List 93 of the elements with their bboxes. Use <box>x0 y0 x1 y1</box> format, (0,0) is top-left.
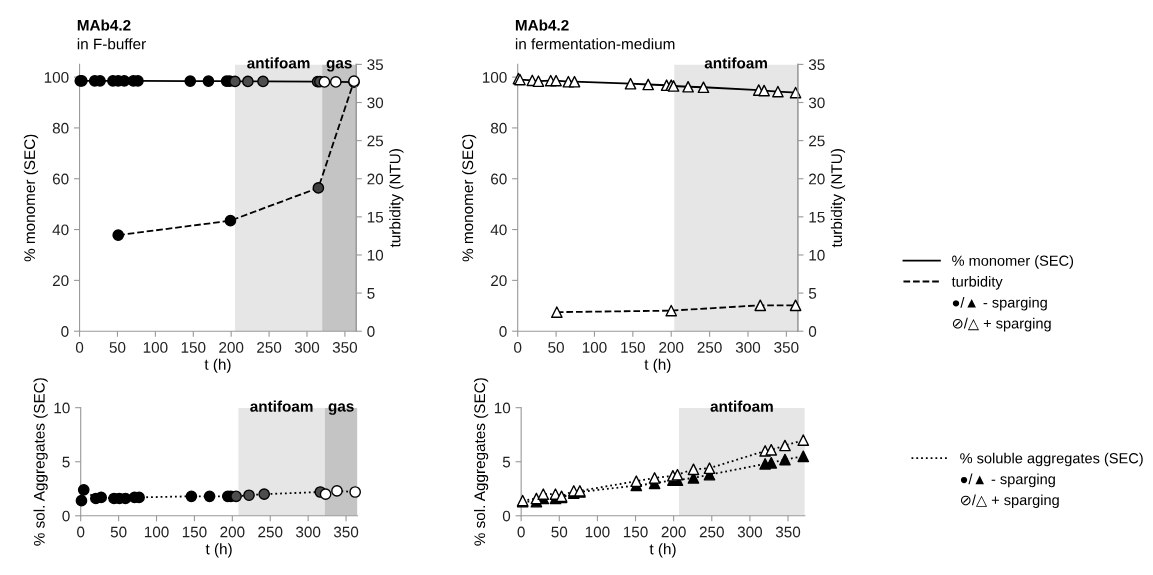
x-tick-label: 250 <box>699 526 724 538</box>
y-axis-title: % sol. Aggregates (SEC) <box>473 378 489 546</box>
y-tick-label: 10 <box>494 402 511 414</box>
x-tick-label: 200 <box>219 342 244 353</box>
x-tick-label: 0 <box>77 526 85 538</box>
band-label: antifoam <box>247 57 310 69</box>
y-axis-title: % sol. Aggregates (SEC) <box>33 378 48 546</box>
y2-tick-label: 20 <box>367 173 384 185</box>
y-tick-label: 80 <box>490 122 507 134</box>
x-axis-title: t (h) <box>204 358 231 373</box>
x-tick-label: 250 <box>257 342 282 353</box>
y2-tick-label: 25 <box>809 135 825 147</box>
y-tick-label: 0 <box>62 510 70 522</box>
y-tick-label: 20 <box>52 275 69 287</box>
y2-tick-label: 0 <box>808 326 817 337</box>
y2-tick-label: 20 <box>809 173 825 185</box>
x-tick-label: 100 <box>143 342 168 353</box>
band-label: gas <box>326 60 352 72</box>
x-tick-label: 100 <box>582 342 607 353</box>
text: ⊘/△ + sparging <box>960 494 1059 509</box>
x-tick-label: 150 <box>621 342 645 353</box>
x-tick-label: 300 <box>737 526 763 538</box>
x-tick-label: 350 <box>333 526 359 538</box>
x-tick-label: 50 <box>109 342 126 353</box>
x-tick-label: 150 <box>181 342 206 353</box>
x-tick-label: 100 <box>585 526 610 538</box>
x-tick-label: 150 <box>623 526 648 538</box>
x-tick-label: 50 <box>548 342 564 353</box>
y2-tick-label: 10 <box>809 249 825 261</box>
legend-label: % soluble aggregates (SEC) <box>960 452 1143 467</box>
x-tick-label: 200 <box>220 526 245 538</box>
band-label: gas <box>328 403 354 415</box>
y-tick-label: 0 <box>499 326 507 337</box>
y-tick-label: 5 <box>502 456 511 468</box>
y-tick-label: 40 <box>52 224 69 236</box>
y2-tick-label: 25 <box>367 135 384 147</box>
x-tick-label: 0 <box>517 526 525 538</box>
y2-tick-label: 10 <box>367 249 384 261</box>
x-tick-label: 300 <box>294 342 320 353</box>
band-label: antifoam <box>250 400 313 412</box>
x-tick-label: 0 <box>75 342 84 353</box>
x-tick-label: 0 <box>514 342 522 353</box>
y-tick-label: 100 <box>482 71 507 83</box>
y2-tick-label: 0 <box>367 326 375 337</box>
y2-axis-title: turbidity (NTU) <box>830 149 846 248</box>
y-tick-label: 0 <box>61 326 69 337</box>
text: ●/▲ - sparging <box>952 296 1047 311</box>
y-tick-label: 20 <box>491 275 507 287</box>
x-tick-label: 100 <box>144 526 169 538</box>
x-tick-label: 50 <box>110 526 127 538</box>
text: ⊘/△ + sparging <box>952 317 1051 332</box>
x-tick-label: 350 <box>775 526 801 538</box>
y-tick-label: 60 <box>52 173 69 185</box>
x-tick-label: 300 <box>295 526 321 538</box>
y2-tick-label: 15 <box>809 211 825 223</box>
y-tick-label: 80 <box>52 122 69 134</box>
y2-tick-label: 35 <box>367 59 384 71</box>
y-tick-label: 40 <box>490 224 507 236</box>
x-axis-title: t (h) <box>644 358 671 373</box>
x-tick-label: 250 <box>697 342 722 353</box>
chart-title: MAb4.2 <box>77 19 131 31</box>
y-axis-title: % monomer (SEC) <box>462 134 477 262</box>
y2-tick-label: 30 <box>808 97 825 109</box>
y2-tick-label: 35 <box>808 59 825 71</box>
y2-tick-label: 5 <box>808 288 817 299</box>
chart-subtitle: in fermentation-medium <box>515 38 675 50</box>
x-tick-label: 50 <box>551 526 568 538</box>
y2-tick-label: 30 <box>367 97 384 109</box>
chart-title: MAb4.2 <box>515 19 569 31</box>
chart-subtitle: in F-buffer <box>77 38 146 50</box>
x-tick-label: 150 <box>182 526 207 538</box>
band-label: antifoam <box>710 400 773 412</box>
x-axis-title: t (h) <box>649 543 676 558</box>
y-tick-label: 60 <box>491 173 507 185</box>
band-label: antifoam <box>704 57 767 69</box>
legend-label: turbidity <box>951 276 1003 290</box>
x-tick-label: 350 <box>774 342 799 353</box>
y-tick-label: 0 <box>502 510 511 522</box>
x-axis-title: t (h) <box>205 543 232 558</box>
y2-tick-label: 5 <box>367 288 375 299</box>
y-tick-label: 100 <box>44 71 69 83</box>
x-tick-label: 250 <box>258 526 283 538</box>
legend-label: % monomer (SEC) <box>952 255 1074 269</box>
y2-tick-label: 15 <box>367 211 384 223</box>
y-tick-label: 10 <box>54 402 70 414</box>
x-tick-label: 300 <box>735 342 761 353</box>
text: ●/▲ - sparging <box>960 473 1055 488</box>
y-axis-title: % monomer (SEC) <box>23 134 39 262</box>
x-tick-label: 200 <box>659 342 684 353</box>
y-tick-label: 5 <box>62 456 70 468</box>
y2-axis-title: turbidity (NTU) <box>389 149 404 248</box>
x-tick-label: 200 <box>661 526 686 538</box>
x-tick-label: 350 <box>332 342 358 353</box>
